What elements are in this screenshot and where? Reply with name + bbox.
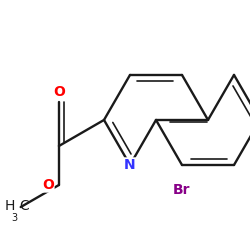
Text: O: O [53, 85, 65, 99]
Text: H: H [4, 199, 15, 213]
Text: C: C [20, 199, 30, 213]
Text: O: O [42, 178, 54, 192]
Text: 3: 3 [12, 213, 18, 223]
Text: Br: Br [173, 183, 191, 197]
Text: N: N [124, 158, 136, 172]
